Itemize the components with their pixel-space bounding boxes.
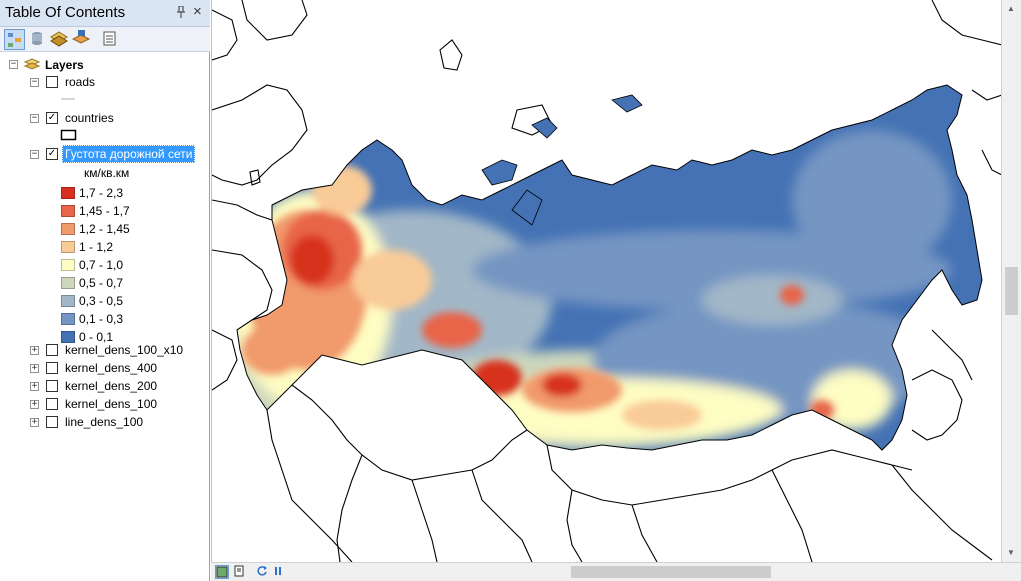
roads-symbol[interactable] bbox=[60, 92, 80, 110]
expand-icon[interactable]: + bbox=[30, 381, 39, 391]
legend-swatch[interactable] bbox=[61, 205, 75, 217]
layer-visibility-checkbox[interactable] bbox=[46, 380, 58, 392]
legend-swatch[interactable] bbox=[61, 223, 75, 235]
legend-swatch[interactable] bbox=[61, 295, 75, 307]
map-bottom-bar bbox=[211, 562, 1021, 581]
toc-toolbar bbox=[0, 27, 210, 52]
list-by-drawing-order-icon[interactable] bbox=[4, 29, 25, 50]
layer-row-line-dens-100[interactable]: + line_dens_100 bbox=[0, 414, 209, 432]
legend-unit: км/кв.км bbox=[84, 166, 130, 180]
scroll-down-icon[interactable]: ▼ bbox=[1007, 548, 1015, 557]
layer-name: countries bbox=[65, 111, 114, 125]
legend-class-label: 0 - 0,1 bbox=[79, 330, 114, 344]
layer-visibility-checkbox[interactable]: ✓ bbox=[46, 148, 58, 160]
layer-row-kernel-dens-200[interactable]: + kernel_dens_200 bbox=[0, 378, 209, 396]
layer-name: kernel_dens_400 bbox=[65, 361, 158, 375]
legend-swatch[interactable] bbox=[61, 187, 75, 199]
list-by-selection-icon[interactable] bbox=[71, 29, 93, 50]
layer-visibility-checkbox[interactable] bbox=[46, 416, 58, 428]
layer-name[interactable]: Густота дорожной сети bbox=[62, 145, 196, 163]
legend-class-row[interactable]: 1,2 - 1,45 bbox=[0, 220, 209, 238]
expand-icon[interactable]: + bbox=[30, 363, 39, 373]
scroll-thumb[interactable] bbox=[571, 566, 771, 578]
layer-row-kernel-dens-400[interactable]: + kernel_dens_400 bbox=[0, 360, 209, 378]
layer-name: kernel_dens_100_x10 bbox=[65, 343, 184, 357]
layer-visibility-checkbox[interactable] bbox=[46, 398, 58, 410]
legend-class-row[interactable]: 1,7 - 2,3 bbox=[0, 184, 209, 202]
legend-class-label: 1,2 - 1,45 bbox=[79, 222, 130, 236]
legend-swatch[interactable] bbox=[61, 331, 75, 343]
layer-row-roads[interactable]: − roads bbox=[0, 74, 209, 92]
list-by-visibility-icon[interactable] bbox=[50, 29, 71, 50]
scroll-thumb[interactable] bbox=[1005, 267, 1018, 315]
expand-icon[interactable]: + bbox=[30, 399, 39, 409]
map-vertical-scrollbar[interactable]: ▲ ▼ bbox=[1001, 0, 1021, 562]
refresh-icon[interactable] bbox=[255, 565, 269, 579]
legend-class-label: 0,7 - 1,0 bbox=[79, 258, 124, 272]
legend-swatch[interactable] bbox=[61, 277, 75, 289]
layer-visibility-checkbox[interactable]: ✓ bbox=[46, 112, 58, 124]
layout-view-icon[interactable] bbox=[232, 565, 246, 579]
legend-class-row[interactable]: 0,5 - 0,7 bbox=[0, 274, 209, 292]
layers-root-row[interactable]: − Layers bbox=[0, 56, 209, 74]
layer-name: roads bbox=[65, 75, 96, 89]
legend-class-label: 0,1 - 0,3 bbox=[79, 312, 124, 326]
layers-root-label: Layers bbox=[45, 58, 84, 72]
legend-class-label: 1,7 - 2,3 bbox=[79, 186, 124, 200]
list-by-source-icon[interactable] bbox=[28, 29, 49, 50]
legend-class-label: 1 - 1,2 bbox=[79, 240, 114, 254]
map-canvas[interactable] bbox=[211, 0, 1002, 562]
layer-name: kernel_dens_200 bbox=[65, 379, 158, 393]
collapse-icon[interactable]: − bbox=[30, 113, 39, 123]
toc-titlebar: Table Of Contents × bbox=[0, 0, 210, 27]
collapse-icon[interactable]: − bbox=[30, 77, 39, 87]
road-density-raster bbox=[237, 85, 982, 450]
expand-icon[interactable]: + bbox=[30, 345, 39, 355]
toc-panel: Table Of Contents × − Layers bbox=[0, 0, 210, 581]
legend-class-row[interactable]: 0,3 - 0,5 bbox=[0, 292, 209, 310]
russia-outline bbox=[236, 84, 983, 451]
legend-swatch[interactable] bbox=[61, 313, 75, 325]
layer-row-countries[interactable]: − ✓ countries bbox=[0, 110, 209, 128]
countries-symbol[interactable] bbox=[60, 128, 80, 146]
layer-row-kernel-dens-100-x10[interactable]: + kernel_dens_100_x10 bbox=[0, 342, 209, 360]
close-icon[interactable]: × bbox=[193, 3, 202, 20]
legend-class-label: 0,5 - 0,7 bbox=[79, 276, 124, 290]
legend-swatch[interactable] bbox=[61, 241, 75, 253]
legend-class-row[interactable]: 0,1 - 0,3 bbox=[0, 310, 209, 328]
scroll-up-icon[interactable]: ▲ bbox=[1007, 4, 1015, 13]
pause-drawing-icon[interactable] bbox=[271, 565, 285, 579]
layers-stack-icon bbox=[23, 56, 41, 75]
collapse-icon[interactable]: − bbox=[30, 149, 39, 159]
options-icon[interactable] bbox=[100, 29, 121, 50]
arctic-islands bbox=[481, 94, 643, 226]
layer-name: line_dens_100 bbox=[65, 415, 144, 429]
layer-name: kernel_dens_100 bbox=[65, 397, 158, 411]
map-drawing bbox=[212, 0, 1002, 562]
legend-class-label: 0,3 - 0,5 bbox=[79, 294, 124, 308]
map-horizontal-scrollbar[interactable] bbox=[511, 566, 991, 578]
layer-visibility-checkbox[interactable] bbox=[46, 76, 58, 88]
legend-class-row[interactable]: 0 - 0,1 bbox=[0, 328, 209, 346]
collapse-icon[interactable]: − bbox=[9, 59, 18, 69]
country-outlines bbox=[212, 0, 1002, 562]
layer-row-road-density[interactable]: − ✓ Густота дорожной сети bbox=[0, 145, 209, 164]
legend-swatch[interactable] bbox=[61, 259, 75, 271]
legend-class-label: 1,45 - 1,7 bbox=[79, 204, 130, 218]
toc-title: Table Of Contents bbox=[5, 4, 126, 21]
layer-row-kernel-dens-100[interactable]: + kernel_dens_100 bbox=[0, 396, 209, 414]
legend-class-row[interactable]: 1 - 1,2 bbox=[0, 238, 209, 256]
layer-visibility-checkbox[interactable] bbox=[46, 344, 58, 356]
legend-class-row[interactable]: 1,45 - 1,7 bbox=[0, 202, 209, 220]
legend-class-row[interactable]: 0,7 - 1,0 bbox=[0, 256, 209, 274]
expand-icon[interactable]: + bbox=[30, 417, 39, 427]
layer-visibility-checkbox[interactable] bbox=[46, 362, 58, 374]
pin-icon[interactable] bbox=[176, 5, 186, 21]
data-view-icon[interactable] bbox=[215, 565, 229, 579]
